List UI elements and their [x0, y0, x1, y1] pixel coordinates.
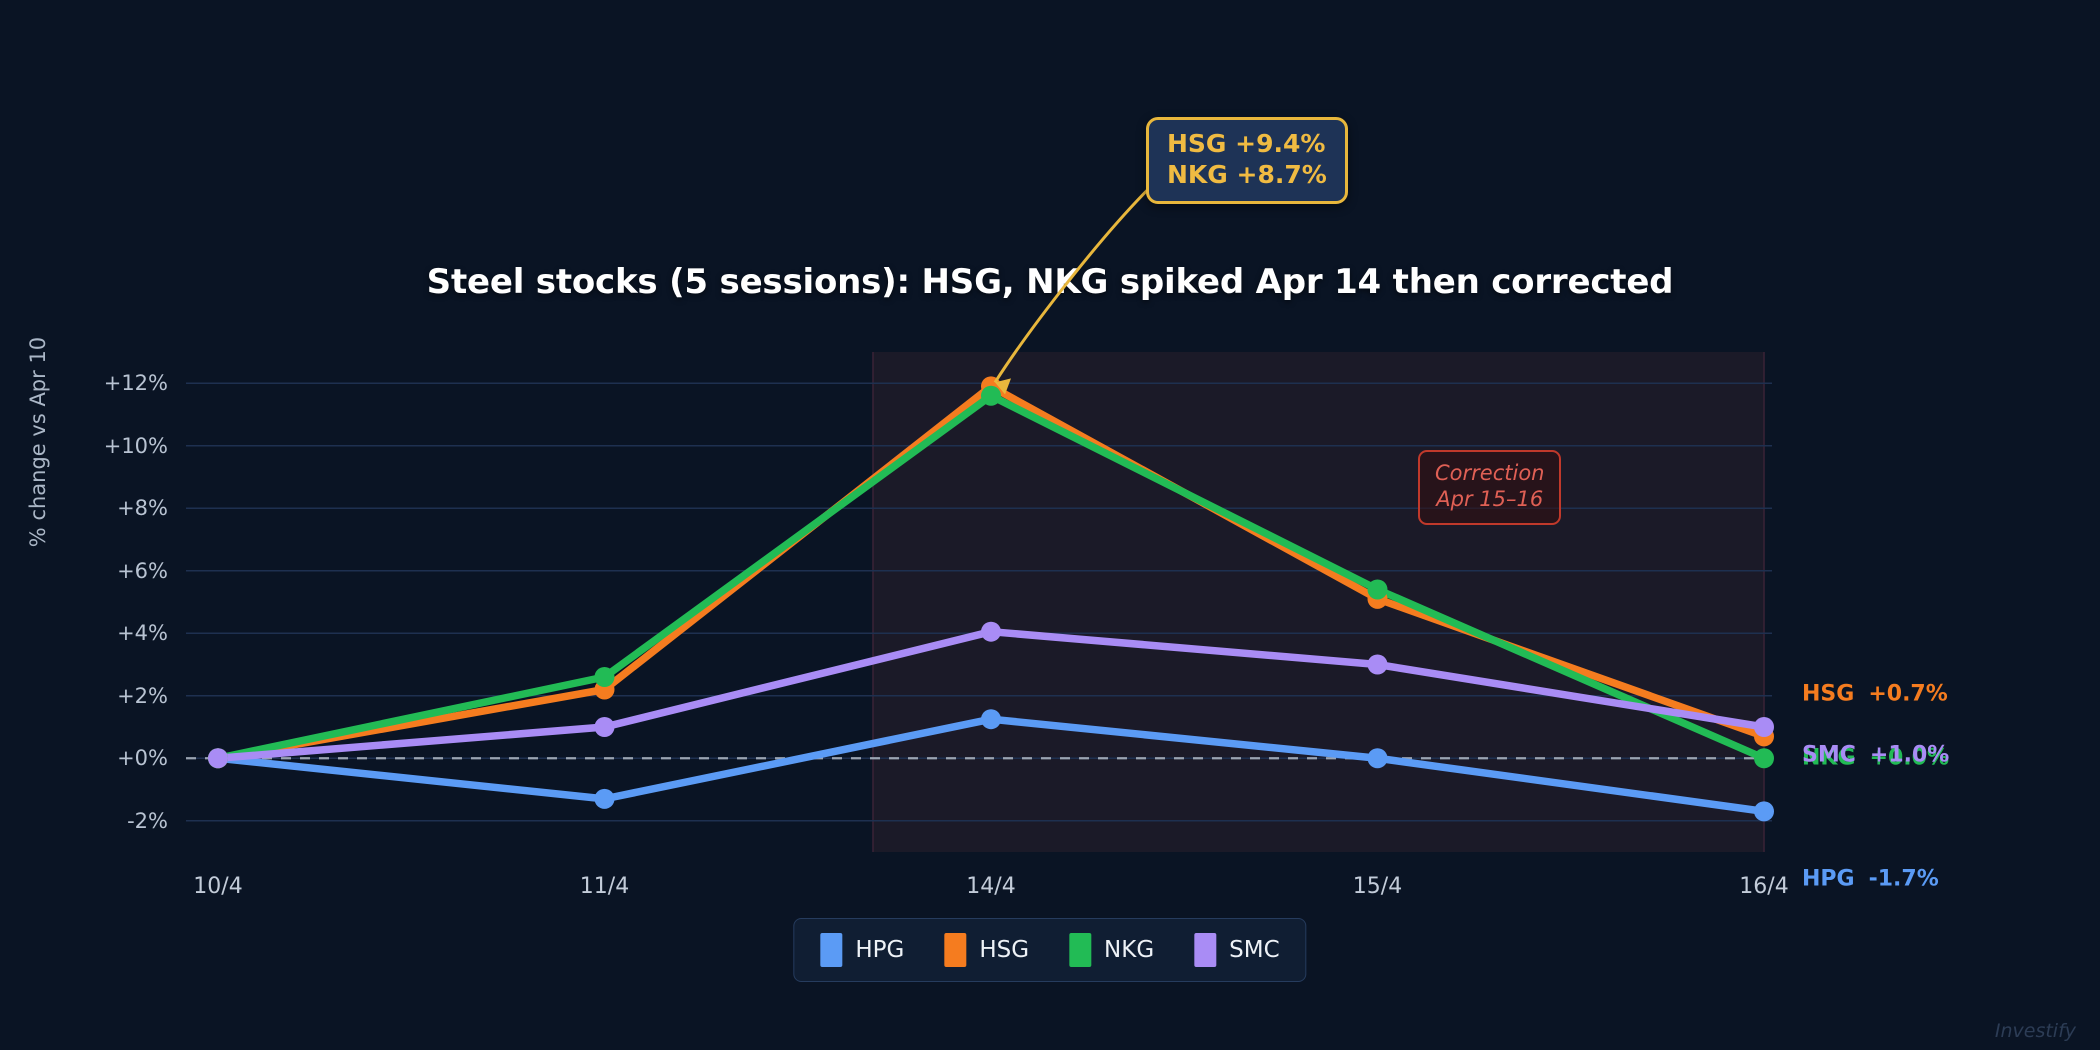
- data-point-nkg-16-4[interactable]: [1754, 748, 1774, 769]
- x-axis-tick-label: 15/4: [1352, 874, 1403, 899]
- legend-swatch-icon: [1069, 933, 1092, 967]
- end-label-value: +0.0%: [1869, 745, 1949, 771]
- end-label-code: NKG: [1802, 745, 1856, 771]
- y-axis-tick-label: +4%: [117, 621, 168, 646]
- legend-item-hpg[interactable]: HPG: [820, 933, 904, 967]
- y-axis-tick-label: +0%: [117, 746, 168, 771]
- legend-item-smc[interactable]: SMC: [1194, 933, 1280, 967]
- legend-swatch-icon: [1194, 933, 1217, 967]
- data-point-smc-14-4[interactable]: [981, 621, 1001, 642]
- spike-callout-line-1: HSG +9.4%: [1167, 129, 1326, 158]
- plot-area: -2% +0% +2% +4% +6% +8% +10% +12% 10/4 11/4 14/4 1…: [104, 185, 1949, 899]
- y-axis-tick-label: +6%: [117, 558, 168, 583]
- watermark: Investify: [1994, 1020, 2076, 1042]
- page-title: Steel stocks (5 sessions): HSG, NKG spik…: [426, 262, 1674, 302]
- end-label-value: +1.0%: [1869, 742, 1950, 768]
- end-label-nkg: NKG +0.0%: [1802, 746, 1949, 771]
- data-point-smc-15-4[interactable]: [1367, 654, 1388, 675]
- data-point-smc-10-4[interactable]: [208, 748, 228, 769]
- x-axis-tick-label: 10/4: [193, 874, 243, 899]
- legend-label: SMC: [1229, 937, 1280, 963]
- y-axis-tick-label: +8%: [117, 496, 168, 521]
- legend-swatch-icon: [944, 933, 967, 967]
- chart-legend[interactable]: HPG HSG NKG SMC: [793, 918, 1307, 982]
- data-point-nkg-14-4[interactable]: [981, 385, 1001, 406]
- y-axis-tick-label: -2%: [127, 808, 168, 833]
- spike-callout-line-2: NKG +8.7%: [1167, 159, 1327, 189]
- x-axis-tick-label: 16/4: [1739, 874, 1789, 899]
- x-axis-tick-label: 11/4: [579, 874, 630, 899]
- data-point-smc-16-4[interactable]: [1754, 717, 1774, 737]
- end-label-hpg: HPG -1.7%: [1802, 867, 1939, 892]
- legend-label: HSG: [979, 937, 1030, 963]
- correction-note-annotation: Correction Apr 15–16: [1418, 450, 1562, 525]
- callout-arrow: [993, 185, 1153, 384]
- data-point-smc-11-4[interactable]: [594, 717, 615, 737]
- end-label-code: HSG: [1802, 681, 1855, 707]
- callout-arrowhead: [995, 378, 1011, 395]
- legend-item-hsg[interactable]: HSG: [944, 933, 1029, 967]
- data-point-hpg-14-4[interactable]: [981, 709, 1001, 730]
- y-axis-tick-label: +2%: [117, 683, 168, 708]
- data-point-hpg-15-4[interactable]: [1367, 748, 1388, 769]
- end-label-hsg: HSG +0.7%: [1802, 682, 1948, 707]
- data-point-hpg-16-4[interactable]: [1754, 801, 1774, 822]
- data-point-hpg-11-4[interactable]: [594, 788, 615, 809]
- y-axis-tick-label: +12%: [103, 371, 168, 396]
- data-point-nkg-15-4[interactable]: [1367, 579, 1388, 600]
- legend-swatch-icon: [820, 933, 843, 967]
- end-label-code: HPG: [1802, 866, 1855, 892]
- data-point-nkg-11-4[interactable]: [594, 667, 615, 687]
- spike-callout-annotation: HSG +9.4% NKG +8.7%: [1146, 117, 1348, 204]
- legend-item-nkg[interactable]: NKG: [1069, 933, 1154, 967]
- legend-label: HPG: [855, 937, 905, 963]
- plot-svg: [186, 185, 1774, 852]
- end-label-value: -1.7%: [1868, 866, 1939, 892]
- y-axis-tick-label: +10%: [103, 433, 168, 458]
- x-axis-tick-label: 14/4: [966, 874, 1016, 899]
- correction-shaded-band: [873, 352, 1764, 852]
- y-axis-ticks: -2% +0% +2% +4% +6% +8% +10% +12%: [104, 352, 1772, 852]
- end-label-code: SMC: [1802, 742, 1856, 768]
- legend-label: NKG: [1104, 937, 1155, 963]
- end-label-smc: SMC +1.0%: [1802, 743, 1949, 768]
- correction-note-line-1: Correction: [1435, 461, 1545, 485]
- correction-note-line-2: Apr 15–16: [1436, 487, 1544, 512]
- end-label-value: +0.7%: [1868, 681, 1948, 707]
